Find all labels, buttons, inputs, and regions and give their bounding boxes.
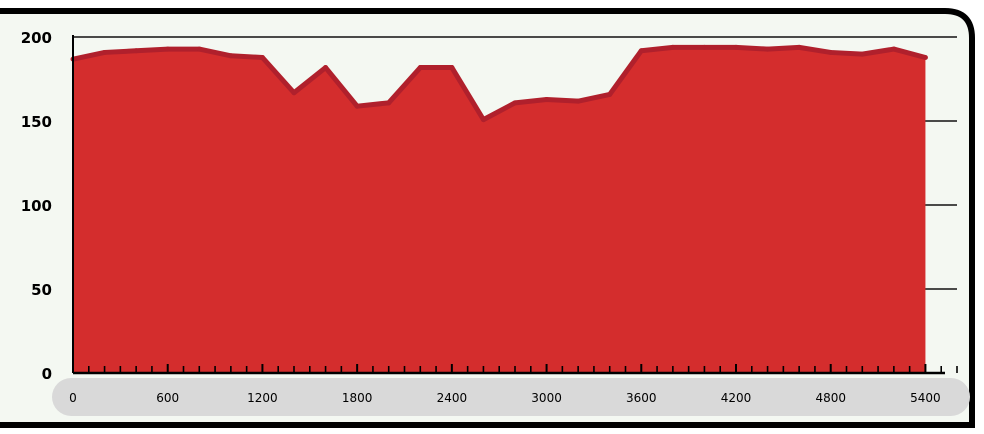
data-point [417, 65, 423, 71]
data-point [291, 90, 297, 96]
y-tick-label: 50 [31, 281, 52, 299]
x-tick-label: 1800 [342, 391, 373, 405]
y-tick-label: 200 [21, 29, 52, 47]
chart-frame-border [0, 8, 975, 423]
data-point [133, 48, 139, 54]
data-point [891, 46, 897, 52]
data-point [512, 100, 518, 106]
x-axis-band [52, 378, 970, 416]
area-outline [72, 44, 927, 123]
data-point [449, 65, 455, 71]
x-tick-label: 1200 [247, 391, 278, 405]
data-point [165, 46, 171, 52]
data-point [544, 96, 550, 102]
data-point [638, 48, 644, 54]
data-point [796, 44, 802, 50]
data-point [228, 53, 234, 59]
data-point [102, 49, 108, 55]
x-tick-label: 3600 [626, 391, 657, 405]
data-point [828, 49, 834, 55]
axes [72, 35, 958, 375]
x-tick-label: 2400 [437, 391, 468, 405]
x-tick-label: 4200 [721, 391, 752, 405]
y-tick-labels: 0 50 100 150 200 [21, 29, 52, 383]
x-tick-label: 0 [69, 391, 77, 405]
x-tick-label: 600 [156, 391, 179, 405]
data-point [922, 54, 928, 60]
data-point [196, 46, 202, 52]
x-tick-label: 5400 [910, 391, 941, 405]
area-series [70, 44, 928, 374]
data-point [259, 54, 265, 60]
x-tick-label: 4800 [815, 391, 846, 405]
data-point [386, 100, 392, 106]
x-tick-label: 3000 [531, 391, 562, 405]
data-point [607, 91, 613, 97]
data-point [701, 44, 707, 50]
y-tick-label: 150 [21, 113, 52, 131]
data-point [323, 65, 329, 71]
data-point [354, 103, 360, 109]
data-point [575, 98, 581, 104]
data-point [859, 51, 865, 57]
area-fill [73, 45, 926, 374]
data-point [670, 44, 676, 50]
data-point [733, 44, 739, 50]
data-point [480, 117, 486, 123]
x-tick-labels: 0 600 1200 1800 2400 3000 3600 4200 4800 5400 [69, 391, 941, 405]
y-tick-label: 100 [21, 197, 52, 215]
data-point [765, 46, 771, 52]
y-tick-label: 0 [42, 365, 52, 383]
